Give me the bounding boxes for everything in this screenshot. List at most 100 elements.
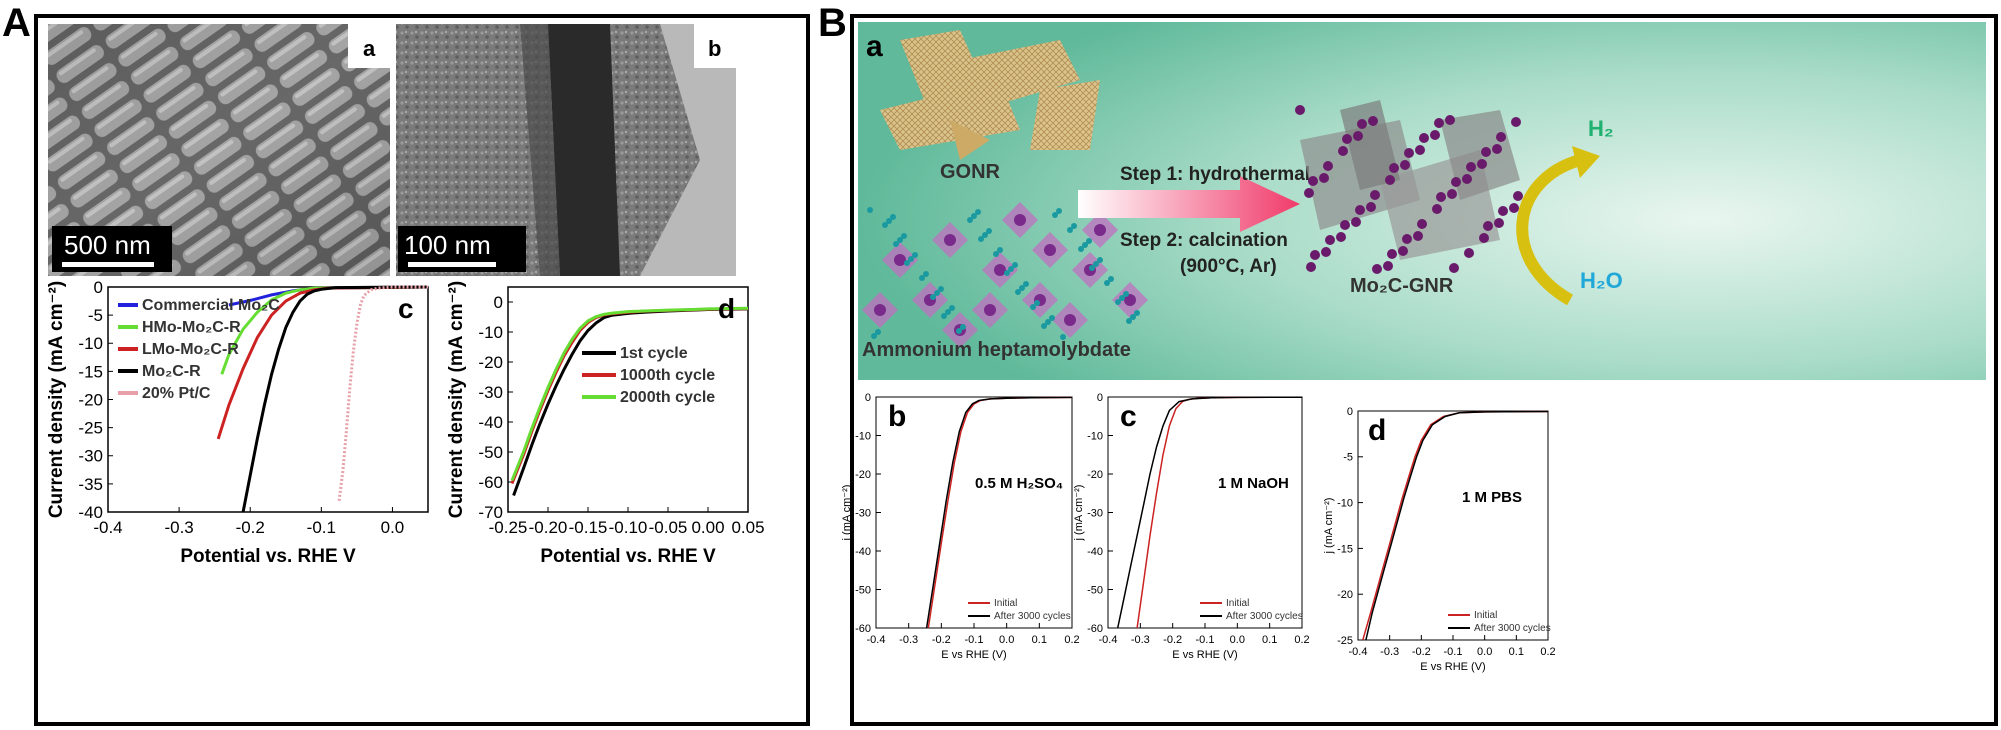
- series-line: [1365, 410, 1549, 641]
- nanoparticle-icon: [1483, 221, 1493, 231]
- nanoparticle-icon: [1417, 219, 1427, 229]
- ammonium-dot-icon: [1034, 300, 1040, 306]
- chart-panel-label: d: [718, 293, 735, 324]
- x-tick-label: -0.2: [1163, 634, 1182, 646]
- ammonium-dot-icon: [886, 218, 892, 224]
- y-tick-label: -70: [478, 503, 503, 522]
- x-tick-label: 0.2: [1540, 646, 1555, 658]
- y-axis-label: j (mA cm⁻²): [1323, 498, 1335, 555]
- nanoparticle-icon: [1492, 144, 1502, 154]
- x-tick-label: 0.0: [1230, 634, 1245, 646]
- x-tick-label: 0.2: [1064, 634, 1079, 646]
- legend-entry: Mo₂C-R: [142, 363, 201, 380]
- synthesis-schematic: a GONR Ammonium heptamolybdate Step 1: h…: [858, 22, 1986, 380]
- step-arrow: [1078, 176, 1300, 232]
- nanoparticle-icon: [1342, 134, 1352, 144]
- step1-text: Step 1: hydrothermal: [1120, 164, 1310, 185]
- tem-label-box: [694, 24, 736, 68]
- nanoparticle-icon: [1340, 220, 1350, 230]
- ammonium-dot-icon: [993, 251, 999, 257]
- chart-b-c: -0.4 -0.3 -0.2 -0.1 0.0 0.1 0.2 0 -10 -20 -30 -40 -5…: [1073, 392, 1310, 661]
- ammonium-dot-icon: [897, 237, 903, 243]
- x-tick-label: 0.2: [1294, 634, 1309, 646]
- series-line: [510, 306, 749, 482]
- tem-scalebar-text: 100 nm: [404, 230, 491, 260]
- ammonium-dot-icon: [908, 256, 914, 262]
- nanoparticle-icon: [1308, 176, 1318, 186]
- x-tick-label: 0.1: [1032, 634, 1047, 646]
- y-tick-label: -50: [478, 443, 503, 462]
- y-tick-label: -35: [78, 475, 103, 494]
- nanoparticle-icon: [1436, 192, 1446, 202]
- nanoparticle-icon: [1404, 148, 1414, 158]
- ammonium-dot-icon: [882, 222, 888, 228]
- nanoparticle-icon: [1370, 190, 1380, 200]
- ammonium-dot-icon: [1126, 318, 1132, 324]
- y-tick-label: -10: [1087, 430, 1103, 442]
- nanoparticle-icon: [1447, 189, 1457, 199]
- ammonium-dot-icon: [967, 217, 973, 223]
- y-tick-label: -10: [478, 323, 503, 342]
- ammonium-dot-icon: [986, 228, 992, 234]
- legend-entry: Initial: [1226, 598, 1249, 609]
- ammonium-dot-icon: [1082, 242, 1088, 248]
- nanoparticle-icon: [1415, 145, 1425, 155]
- y-axis-label: j (mA cm⁻²): [1073, 485, 1085, 542]
- legend-entry: Initial: [1474, 610, 1497, 621]
- nanoparticle-icon: [1383, 261, 1393, 271]
- x-tick-label: -0.4: [1099, 634, 1118, 646]
- y-tick-label: -50: [1087, 584, 1103, 596]
- ammonium-dot-icon: [1097, 257, 1103, 263]
- y-tick-label: -30: [478, 383, 503, 402]
- legend-entry: 1st cycle: [620, 345, 688, 362]
- ammonium-dot-icon: [1041, 323, 1047, 329]
- nanoparticle-icon: [1336, 232, 1346, 242]
- h2-evolution-arrow: [1516, 154, 1582, 306]
- y-tick-label: -25: [78, 419, 103, 438]
- y-tick-label: -60: [855, 623, 871, 635]
- nanoparticle-icon: [1389, 163, 1399, 173]
- ammonium-dot-icon: [930, 294, 936, 300]
- chart-b-d: -0.4 -0.3 -0.2 -0.1 0.0 0.1 0.2 0 -5 -10 -15 -20 -25…: [1323, 406, 1556, 673]
- nanoparticle-icon: [1304, 188, 1314, 198]
- ammonium-dot-icon: [960, 324, 966, 330]
- nanoparticle-icon: [1464, 248, 1474, 258]
- ammonium-dot-icon: [1030, 304, 1036, 310]
- panel-a-frame: [34, 14, 810, 726]
- gonr-text: GONR: [940, 161, 1001, 183]
- sem-scalebar-line: [62, 262, 154, 267]
- ammonium-dot-icon: [912, 252, 918, 258]
- nanoparticle-icon: [1477, 159, 1487, 169]
- x-tick-label: -0.4: [93, 518, 122, 537]
- ammonium-dot-icon: [1071, 223, 1077, 229]
- x-axis-label: E vs RHE (V): [1172, 649, 1237, 661]
- x-tick-label: -0.3: [1380, 646, 1399, 658]
- y-tick-label: -40: [1087, 546, 1103, 558]
- series-line: [241, 285, 429, 513]
- mo-atom-icon: [984, 304, 996, 316]
- ammonium-dot-icon: [871, 333, 877, 339]
- x-tick-label: -0.10: [609, 518, 648, 537]
- nanoparticle-icon: [1498, 206, 1508, 216]
- ammonium-dot-icon: [1060, 334, 1066, 340]
- sem-label: a: [363, 36, 376, 61]
- x-tick-label: -0.1: [1196, 634, 1215, 646]
- step2-text: Step 2: calcination: [1120, 230, 1288, 251]
- step2-cond-text: (900°C, Ar): [1180, 256, 1277, 277]
- mo-atom-icon: [1094, 224, 1106, 236]
- electrolyte-annotation: 1 M NaOH: [1218, 475, 1289, 492]
- y-tick-label: 0: [865, 392, 871, 404]
- x-axis-label: E vs RHE (V): [941, 649, 1006, 661]
- nanoparticle-icon: [1419, 133, 1429, 143]
- nanoparticle-icon: [1511, 117, 1521, 127]
- sem-scalebar-text: 500 nm: [64, 230, 151, 260]
- nanoparticle-icon: [1353, 131, 1363, 141]
- y-tick-label: -10: [78, 334, 103, 353]
- nanoparticle-icon: [1398, 246, 1408, 256]
- h2o-text: H₂O: [1580, 268, 1623, 293]
- x-tick-label: -0.15: [569, 518, 608, 537]
- ammonium-dot-icon: [1108, 276, 1114, 282]
- y-axis-label: Current density (mA cm⁻²): [46, 281, 67, 518]
- nanoparticle-icon: [1310, 250, 1320, 260]
- x-tick-label: -0.2: [1412, 646, 1431, 658]
